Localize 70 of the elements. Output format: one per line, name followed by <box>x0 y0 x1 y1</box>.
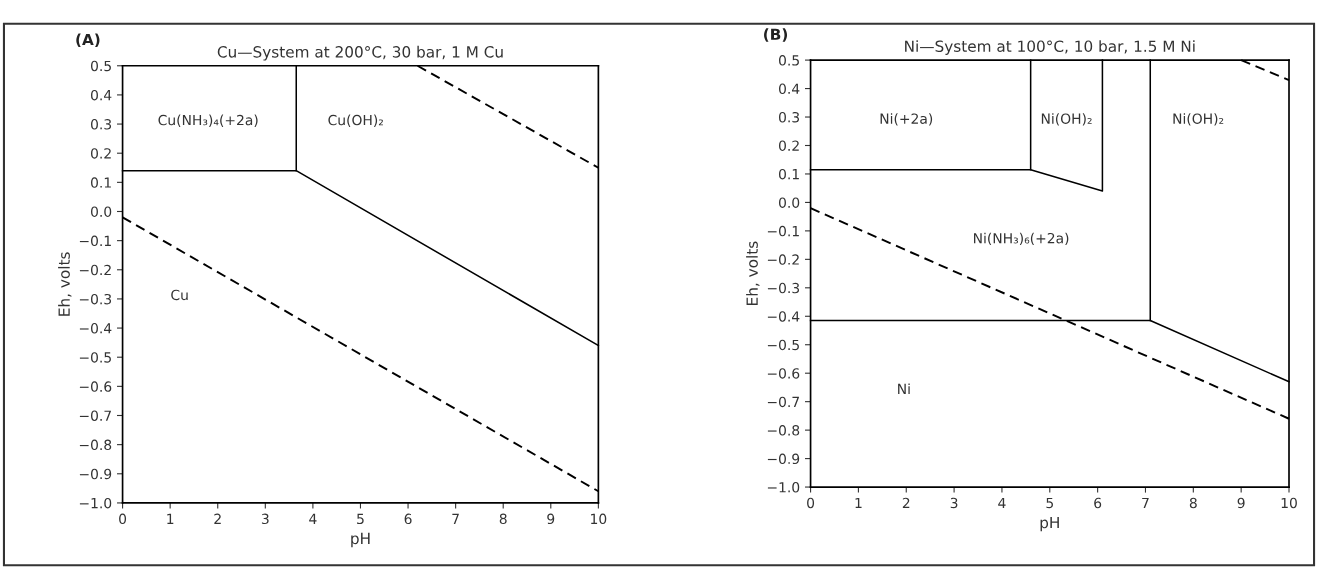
y-axis-title: Eh, volts <box>746 241 760 305</box>
x-tick-label: 2 <box>214 513 221 524</box>
y-tick-label: −0.3 <box>79 293 112 305</box>
x-tick-label: 9 <box>547 513 555 525</box>
y-tick-label: 0.2 <box>90 148 111 159</box>
x-tick-label: 0 <box>119 513 127 525</box>
y-tick-label: −1.0 <box>79 497 112 509</box>
annotation: Cu(NH₃)₄(+2a) <box>158 114 258 127</box>
x-tick-label: 1 <box>855 497 862 509</box>
annotation: Ni(OH)₂ <box>1041 113 1092 126</box>
x-tick-label: 6 <box>404 513 412 525</box>
y-tick-label: −0.5 <box>79 352 111 363</box>
text: (B) <box>764 28 788 42</box>
x-axis-title: pH <box>351 532 370 548</box>
y-tick-label: −0.1 <box>79 235 111 247</box>
y-tick-label: 0.4 <box>90 89 112 101</box>
chart-title: Ni—System at 100°C, 10 bar, 1.5 M Ni <box>905 40 1195 55</box>
x-tick-label: 4 <box>309 513 317 524</box>
x-tick-label: 8 <box>499 513 507 525</box>
y-tick-label: −0.4 <box>79 323 112 334</box>
x-tick-label: 4 <box>998 497 1006 509</box>
annotation: Ni <box>898 383 910 394</box>
x-tick-label: 2 <box>902 497 910 509</box>
y-tick-label: −0.6 <box>79 381 112 392</box>
y-tick-label: 0.5 <box>778 55 799 66</box>
y-tick-label: 0.0 <box>778 197 800 208</box>
chart-title: Cu—System at 200°C, 30 bar, 1 M Cu <box>217 45 503 61</box>
x-tick-label: 6 <box>1094 497 1102 509</box>
x-tick-label: 10 <box>591 513 607 525</box>
y-tick-label: 0.1 <box>778 168 799 180</box>
y-tick-label: −0.6 <box>767 368 800 379</box>
y-tick-label: −1.0 <box>767 482 800 493</box>
y-tick-label: 0.0 <box>90 206 112 217</box>
x-tick-label: 0 <box>807 497 815 509</box>
y-tick-label: −0.7 <box>79 410 111 421</box>
x-tick-label: 9 <box>1237 497 1245 509</box>
annotation: Cu(OH)₂ <box>328 114 383 127</box>
y-tick-label: 0.4 <box>778 83 800 95</box>
x-tick-label: 3 <box>950 497 958 509</box>
x-tick-label: 5 <box>357 513 364 525</box>
y-tick-label: −0.8 <box>79 439 112 451</box>
y-tick-label: −0.2 <box>79 264 111 276</box>
text: (A) <box>76 33 100 48</box>
x-tick-label: 5 <box>1046 497 1053 509</box>
y-tick-label: −0.1 <box>767 225 799 237</box>
y-tick-label: −0.9 <box>79 468 112 480</box>
annotation: Ni(OH)₂ <box>1173 113 1224 126</box>
y-axis-title: Eh, volts <box>58 252 72 316</box>
annotation: Ni(+2a) <box>880 113 933 126</box>
x-tick-label: 8 <box>1189 497 1197 509</box>
x-tick-label: 3 <box>261 513 269 525</box>
y-tick-label: 0.2 <box>778 140 799 151</box>
y-tick-label: 0.1 <box>90 177 111 188</box>
y-tick-label: −0.4 <box>767 311 800 322</box>
y-tick-label: 0.3 <box>778 112 800 123</box>
y-tick-label: −0.5 <box>767 339 799 351</box>
annotation: Ni(NH₃)₆(+2a) <box>974 232 1069 246</box>
x-tick-label: 10 <box>1281 497 1297 509</box>
y-tick-label: −0.2 <box>767 254 799 265</box>
annotation: Cu <box>171 289 188 301</box>
y-tick-label: −0.8 <box>767 425 800 436</box>
y-tick-label: −0.9 <box>767 453 800 465</box>
x-tick-label: 7 <box>452 513 459 524</box>
x-axis-title: pH <box>1040 516 1059 532</box>
y-tick-label: 0.3 <box>90 119 112 130</box>
x-tick-label: 7 <box>1142 497 1149 509</box>
y-tick-label: −0.3 <box>767 282 800 294</box>
x-tick-label: 1 <box>167 513 174 524</box>
y-tick-label: −0.7 <box>767 396 799 408</box>
y-tick-label: 0.5 <box>90 60 111 72</box>
